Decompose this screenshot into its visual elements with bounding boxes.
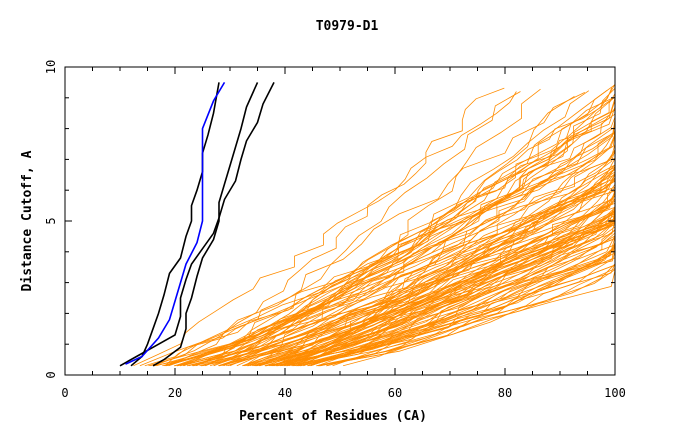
series-line-model [168, 87, 505, 367]
series-line-highlight-3 [119, 82, 275, 367]
x-tick-label: 20 [168, 386, 182, 400]
series-line-highlight-4 [125, 81, 226, 365]
chart-title: T0979-D1 [316, 19, 379, 34]
y-tick-label: 10 [44, 60, 58, 74]
x-tick-label: 80 [498, 386, 512, 400]
series-line-model [184, 89, 616, 367]
series-line-highlight-2 [152, 82, 259, 367]
series-line-model [222, 88, 541, 367]
tick-labels: 0 20 40 60 80 100 0 5 10 [44, 60, 626, 400]
x-tick-label: 60 [388, 386, 402, 400]
series-line-model [153, 92, 585, 367]
x-tick-label: 100 [604, 386, 626, 400]
highlight-series-group [119, 81, 275, 367]
series-line-model [204, 90, 616, 367]
background-series-group [133, 81, 616, 367]
series-line-model [133, 91, 517, 367]
series-line-model [196, 91, 521, 367]
series-line-model [174, 81, 616, 367]
tick-marks [64, 66, 616, 376]
series-line-model [242, 87, 613, 367]
series-line-model [244, 85, 616, 367]
series-line-model [191, 89, 608, 367]
x-axis-label: Percent of Residues (CA) [239, 409, 427, 424]
series-line-model [266, 83, 616, 367]
x-tick-label: 0 [61, 386, 68, 400]
y-axis-label: Distance Cutoff, A [20, 150, 35, 291]
series-line-highlight-1 [130, 82, 220, 367]
y-tick-label: 5 [44, 217, 58, 224]
x-tick-label: 40 [278, 386, 292, 400]
series-line-model [213, 92, 616, 367]
series-line-model [163, 83, 616, 367]
series-line-model [174, 83, 616, 367]
y-tick-label: 0 [44, 371, 58, 378]
series-line-model [179, 86, 616, 367]
